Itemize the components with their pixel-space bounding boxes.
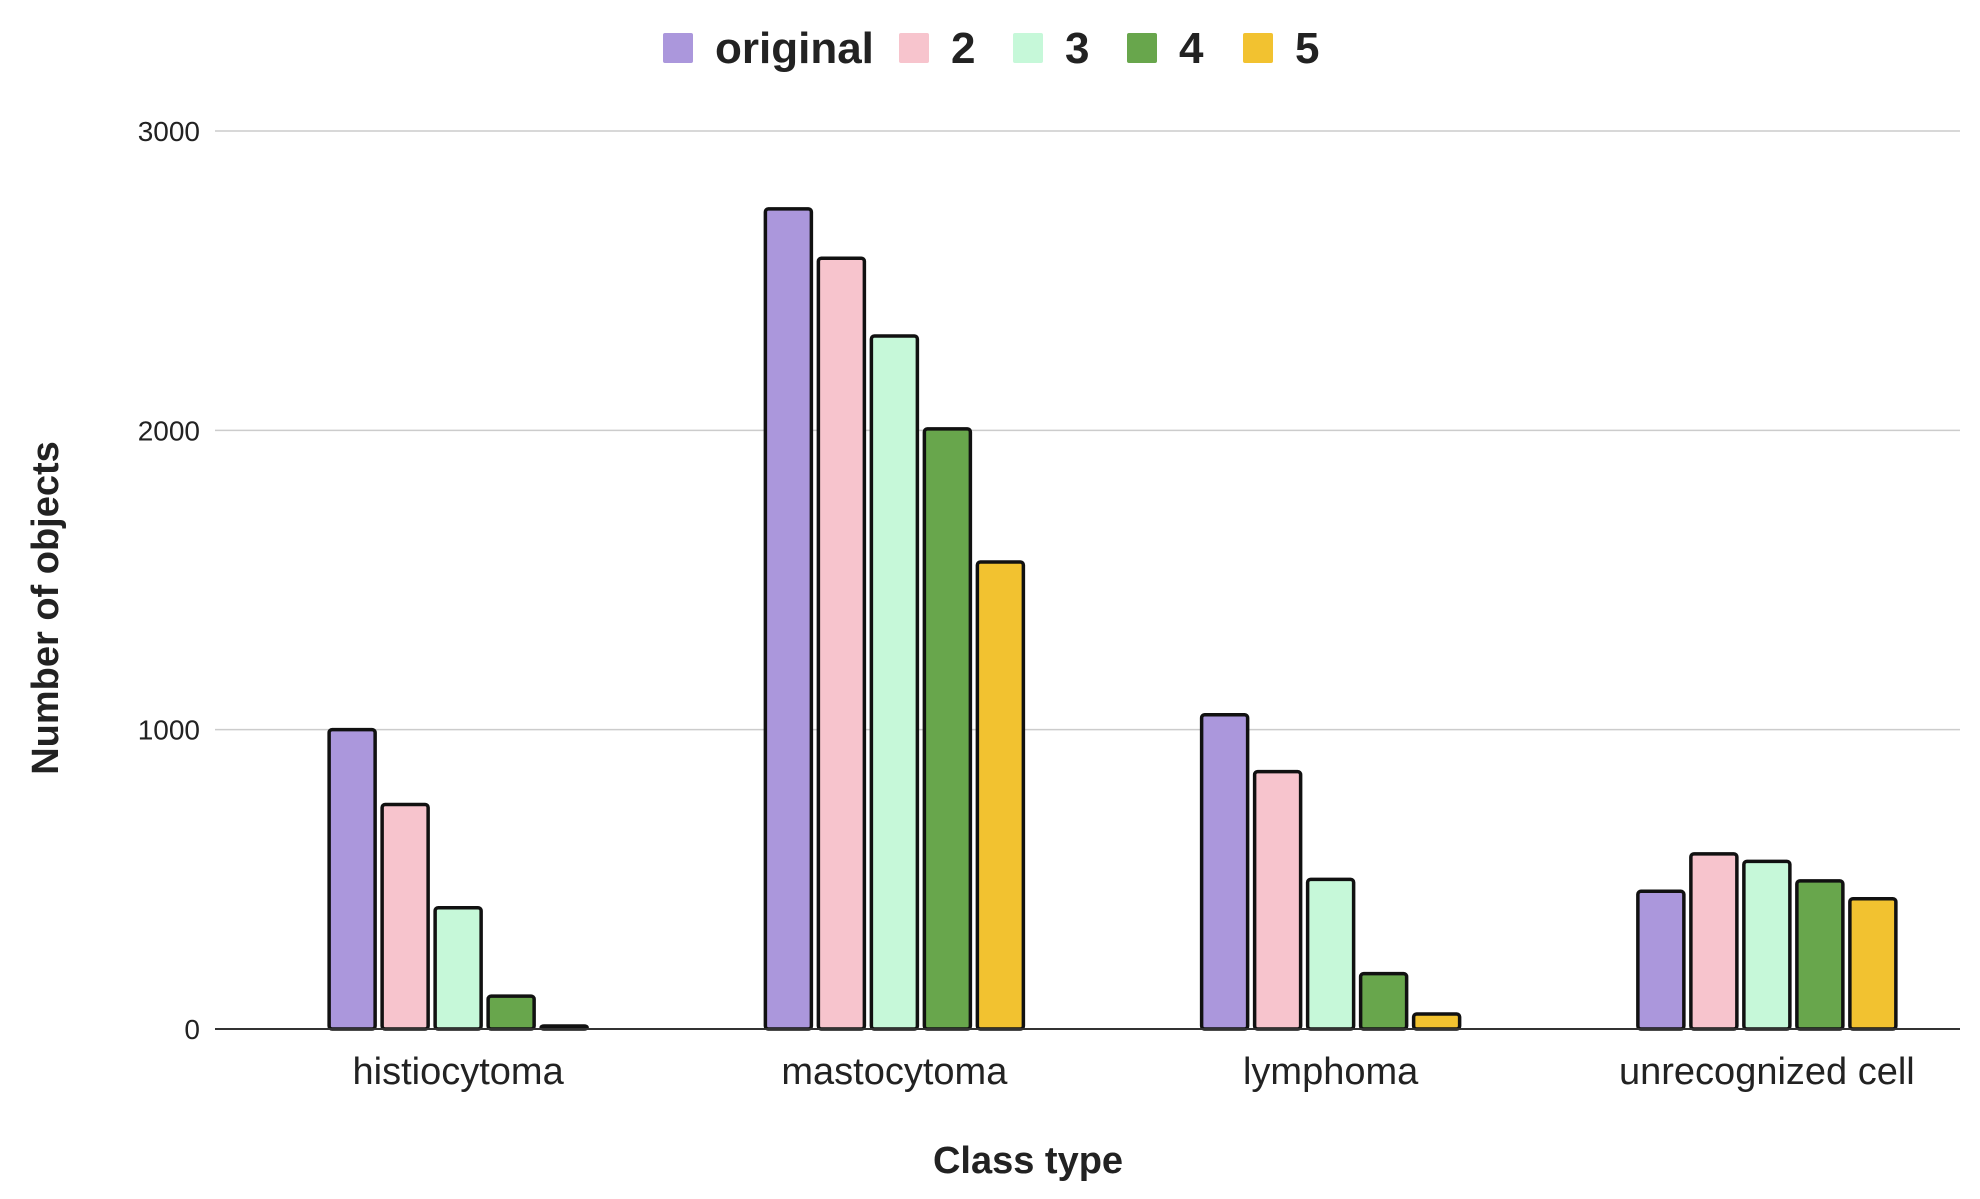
legend-label: 4 — [1179, 24, 1204, 73]
bar-mastocytoma-series-4 — [922, 427, 973, 1031]
bar-mastocytoma-series-2 — [816, 256, 867, 1031]
legend-label: original — [715, 24, 874, 73]
bar-unrecognized-cell-series-2 — [1689, 852, 1739, 1031]
bar-histiocytoma-series-4 — [486, 994, 536, 1031]
bar-mastocytoma-series-original — [763, 207, 814, 1031]
x-axis-title: Class type — [933, 1140, 1123, 1182]
x-category-label: histiocytoma — [353, 1051, 565, 1093]
bar-mastocytoma-series-3 — [869, 334, 920, 1031]
x-category-label: mastocytoma — [781, 1051, 1008, 1093]
bar-histiocytoma-series-2 — [380, 802, 430, 1031]
legend-swatch — [899, 33, 929, 63]
x-axis-category-labels: histiocytoma mastocytoma lymphoma unrecogni… — [353, 1051, 1915, 1093]
legend-label: 3 — [1065, 24, 1089, 73]
bar-unrecognized-cell-series-4 — [1795, 879, 1845, 1031]
bars — [327, 207, 1898, 1031]
y-tick-label: 0 — [184, 1014, 200, 1045]
x-category-label: lymphoma — [1243, 1051, 1419, 1093]
bar-lymphoma-series-4 — [1358, 971, 1409, 1031]
y-axis-ticks: 0 1000 2000 3000 — [138, 116, 200, 1045]
legend-swatch — [1127, 33, 1157, 63]
legend: original 2 3 4 5 — [663, 24, 1319, 73]
y-tick-label: 3000 — [138, 116, 200, 147]
legend-swatch — [1243, 33, 1273, 63]
legend-swatch — [1013, 33, 1043, 63]
bar-unrecognized-cell-series-5 — [1848, 897, 1898, 1031]
bar-lymphoma-series-2 — [1252, 769, 1303, 1031]
bar-mastocytoma-series-5 — [975, 560, 1026, 1031]
y-tick-label: 2000 — [138, 415, 200, 446]
y-axis-title: Number of objects — [25, 441, 67, 775]
bar-unrecognized-cell-series-original — [1636, 889, 1686, 1031]
bar-histiocytoma-series-original — [327, 727, 377, 1031]
legend-label: 5 — [1295, 24, 1319, 73]
bar-lymphoma-series-original — [1199, 712, 1250, 1031]
bar-histiocytoma-series-3 — [433, 906, 483, 1031]
gridlines — [215, 130, 1960, 731]
bar-lymphoma-series-3 — [1305, 877, 1356, 1031]
legend-swatch — [663, 33, 693, 63]
y-tick-label: 1000 — [138, 715, 200, 746]
bar-unrecognized-cell-series-3 — [1742, 859, 1792, 1031]
legend-label: 2 — [951, 24, 975, 73]
x-category-label: unrecognized cell — [1619, 1051, 1915, 1093]
bar-lymphoma-series-5 — [1411, 1012, 1462, 1031]
